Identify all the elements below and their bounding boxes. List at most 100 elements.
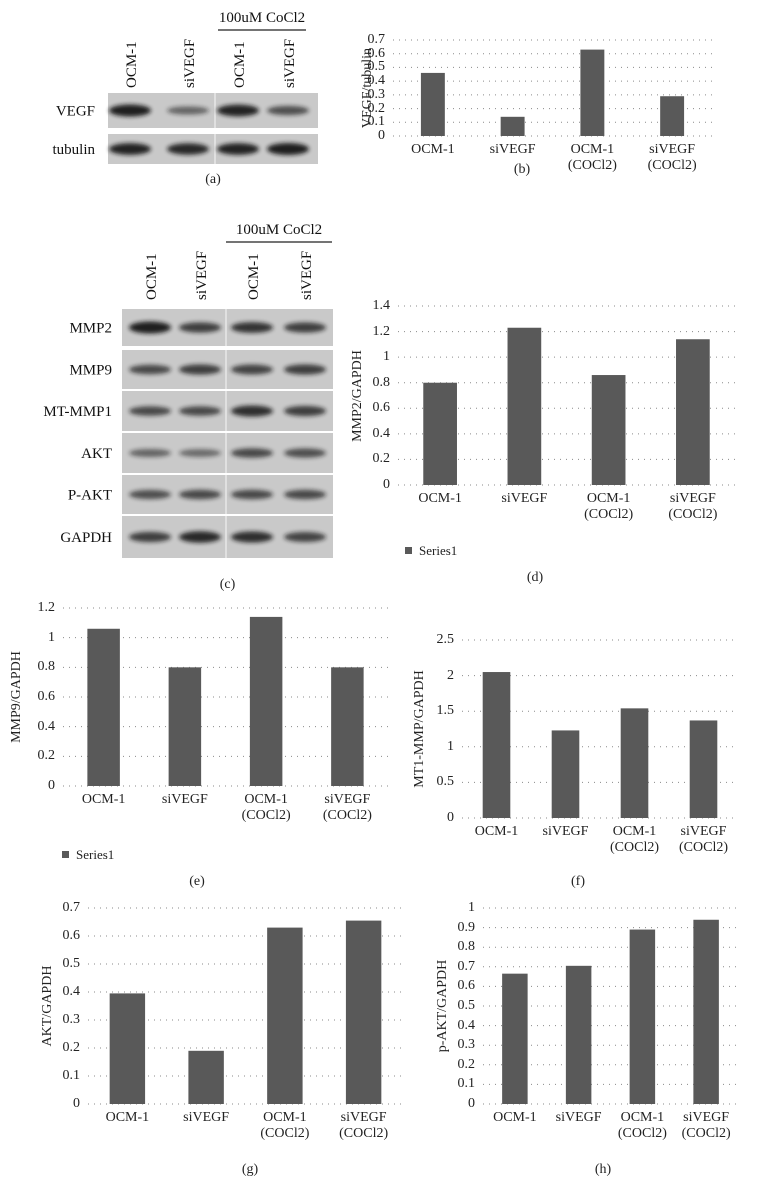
y-tick-label: 0.5 — [367, 59, 386, 75]
x-tick-label: siVEGF (COCl2) — [647, 142, 697, 173]
y-tick-label: 0 — [73, 1096, 80, 1111]
y-axis-label: MMP9/GAPDH — [9, 651, 24, 743]
row-label: MT-MMP1 — [43, 404, 112, 420]
band — [284, 405, 326, 417]
x-tick-label: siVEGF — [542, 824, 589, 839]
lane-label: siVEGF — [282, 39, 298, 88]
lane-label: siVEGF — [299, 251, 315, 300]
y-tick-label: 0.5 — [457, 998, 476, 1013]
x-tick-label: siVEGF (COCl2) — [681, 1110, 731, 1141]
band — [231, 364, 273, 375]
bar — [580, 49, 605, 136]
bar — [565, 965, 592, 1104]
x-tick-label: siVEGF — [183, 1110, 230, 1125]
band — [231, 489, 273, 500]
x-tick-label: OCM-1 (COCl2) — [241, 792, 291, 823]
x-tick-label: OCM-1 — [105, 1110, 150, 1125]
x-tick-label: siVEGF (COCl2) — [668, 491, 718, 522]
x-tick-label: OCM-1 (COCl2) — [617, 1110, 667, 1141]
band — [284, 364, 326, 375]
bar — [423, 382, 457, 485]
row-label: GAPDH — [60, 530, 112, 546]
y-tick-label: 0.6 — [457, 978, 476, 994]
bar — [551, 730, 580, 818]
band — [267, 105, 309, 116]
y-tick-label: 0.6 — [372, 400, 391, 416]
y-tick-label: 0.4 — [457, 1017, 476, 1033]
y-tick-label: 0.3 — [367, 86, 386, 102]
y-tick-label: 0.4 — [372, 425, 391, 441]
y-tick-label: 0.2 — [457, 1056, 476, 1072]
y-tick-label: 0.5 — [436, 774, 455, 790]
y-tick-label: 2.5 — [436, 632, 455, 647]
bar — [507, 327, 542, 485]
x-tick-label: siVEGF — [161, 792, 208, 807]
band — [231, 322, 273, 333]
bar — [502, 973, 528, 1104]
y-tick-label: 0.4 — [367, 73, 386, 89]
x-tick-label: OCM-1 (COCl2) — [584, 491, 634, 522]
y-tick-label: 0 — [468, 1096, 475, 1111]
bar — [620, 708, 649, 818]
panel-label: (e) — [189, 874, 205, 889]
y-axis-label: AKT/GAPDH — [40, 965, 55, 1047]
band — [129, 406, 171, 416]
band — [267, 143, 309, 155]
x-tick-label: OCM-1 — [474, 824, 519, 839]
x-tick-label: OCM-1 — [81, 792, 126, 807]
y-tick-label: 1.2 — [372, 323, 391, 339]
x-tick-label: OCM-1 — [411, 142, 455, 157]
panel-label: (c) — [219, 577, 236, 592]
row-label: VEGF — [56, 104, 95, 120]
panel-label: (f) — [571, 874, 585, 889]
y-tick-label: 1 — [48, 629, 55, 645]
row-label: AKT — [81, 446, 112, 462]
y-tick-label: 0.7 — [62, 900, 81, 915]
x-tick-label: OCM-1 — [418, 491, 462, 506]
y-tick-label: 0.8 — [372, 374, 391, 390]
bar — [345, 920, 382, 1104]
y-tick-label: 1 — [383, 349, 390, 365]
x-tick-label: siVEGF (COCl2) — [679, 824, 728, 855]
band — [231, 448, 273, 458]
row-label: P-AKT — [68, 488, 112, 504]
y-tick-label: 1 — [468, 900, 475, 915]
lane-label: siVEGF — [182, 39, 198, 88]
panel-label: (b) — [513, 162, 531, 177]
lane-label: OCM-1 — [124, 41, 140, 88]
treatment-label: 100uM CoCl2 — [236, 222, 322, 238]
bar — [87, 628, 120, 786]
y-tick-label: 1.4 — [372, 298, 391, 313]
legend-swatch — [405, 547, 412, 554]
x-tick-label: siVEGF (COCl2) — [322, 792, 372, 823]
band — [231, 531, 273, 543]
y-tick-label: 0 — [447, 810, 454, 825]
legend-swatch — [62, 851, 69, 858]
band — [179, 449, 221, 457]
y-tick-label: 0.1 — [62, 1068, 81, 1083]
band — [284, 448, 326, 458]
y-tick-label: 0.7 — [367, 32, 386, 47]
band — [231, 405, 273, 417]
band — [217, 143, 259, 155]
legend-label: Series1 — [419, 543, 458, 558]
x-tick-label: siVEGF (COCl2) — [339, 1110, 389, 1141]
bar — [482, 672, 511, 818]
x-tick-label: siVEGF — [501, 491, 548, 506]
row-label: MMP2 — [69, 321, 112, 337]
band — [109, 143, 151, 155]
y-tick-label: 0.2 — [37, 748, 56, 764]
band — [179, 531, 221, 543]
band — [167, 106, 209, 115]
y-tick-label: 1.2 — [37, 600, 56, 615]
bar — [689, 720, 718, 818]
y-tick-label: 2 — [447, 667, 454, 683]
band — [129, 364, 171, 375]
y-tick-label: 0 — [48, 778, 55, 793]
panel-label: (a) — [205, 172, 221, 187]
bar — [249, 616, 283, 786]
y-axis-label: VEGF/tubulin — [360, 47, 375, 129]
bar — [693, 919, 719, 1104]
